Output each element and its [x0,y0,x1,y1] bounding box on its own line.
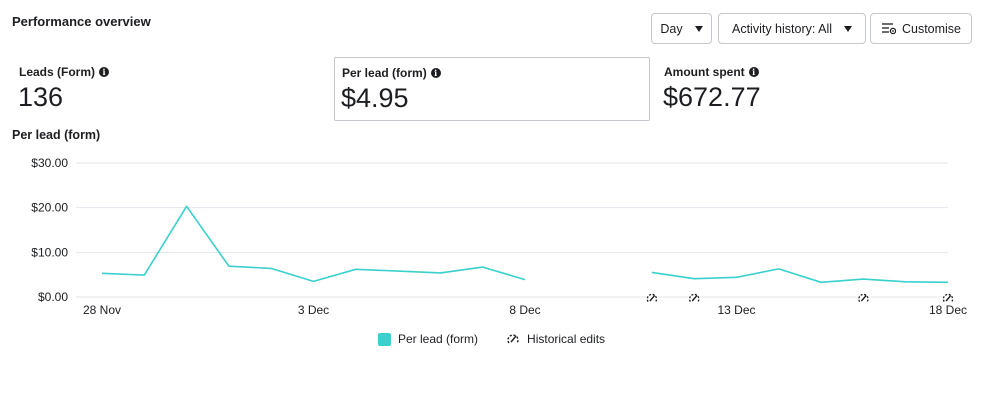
customise-label: Customise [901,21,962,36]
y-tick-label: $0.00 [38,290,68,304]
legend-item-per-lead[interactable]: Per lead (form) [378,332,478,346]
metric-per-lead-value: $4.95 [341,83,409,113]
activity-history-dropdown[interactable]: Activity history: All [718,13,866,44]
legend-swatch [378,332,391,346]
x-tick-label: 8 Dec [509,303,540,317]
customise-button[interactable]: Customise [870,13,972,44]
metric-leads[interactable]: Leads (Form) i 136 [12,57,312,121]
historical-edit-marker[interactable] [688,292,701,304]
historical-edit-marker[interactable] [645,292,658,304]
customise-columns-icon [881,23,896,35]
info-icon[interactable]: i [748,67,759,77]
metric-leads-label: Leads (Form) [19,65,96,79]
legend-label: Per lead (form) [398,332,479,346]
historical-edit-icon [507,334,519,344]
metric-amount-spent[interactable]: Amount spent i $672.77 [657,57,957,121]
period-dropdown-label: Day [660,21,683,36]
metric-leads-value: 136 [18,82,64,112]
historical-edit-marker[interactable] [857,292,870,304]
x-tick-label: 18 Dec [929,303,967,317]
y-tick-label: $20.00 [31,201,68,215]
activity-history-label: Activity history: All [731,21,833,36]
metric-amount-spent-label: Amount spent [664,65,745,79]
x-tick-label: 28 Nov [83,303,121,317]
metric-per-lead[interactable]: Per lead (form) i $4.95 [334,57,650,121]
series-line [651,268,949,284]
page-title: Performance overview [12,14,151,29]
chart-title: Per lead (form) [12,128,101,142]
info-icon[interactable]: i [99,67,110,77]
chart-legend: Per lead (form) Historical edits [378,332,633,346]
metric-amount-spent-value: $672.77 [663,82,761,112]
y-tick-label: $10.00 [31,245,68,259]
x-tick-label: 3 Dec [298,303,329,317]
series-line [101,205,526,283]
y-tick-label: $30.00 [31,156,68,170]
info-icon[interactable]: i [430,68,441,78]
legend-item-historical-edits[interactable]: Historical edits [506,332,605,346]
metric-per-lead-label: Per lead (form) [342,66,427,80]
caret-down-icon [694,25,703,32]
x-tick-label: 13 Dec [717,303,755,317]
period-dropdown[interactable]: Day [651,13,712,44]
line-chart: $0.00 $10.00 $20.00 $30.00 28 Nov 3 Dec 8 Dec 1… [31,156,967,317]
caret-down-icon [844,25,853,32]
legend-label: Historical edits [527,332,606,346]
historical-edit-marker[interactable] [942,292,954,304]
